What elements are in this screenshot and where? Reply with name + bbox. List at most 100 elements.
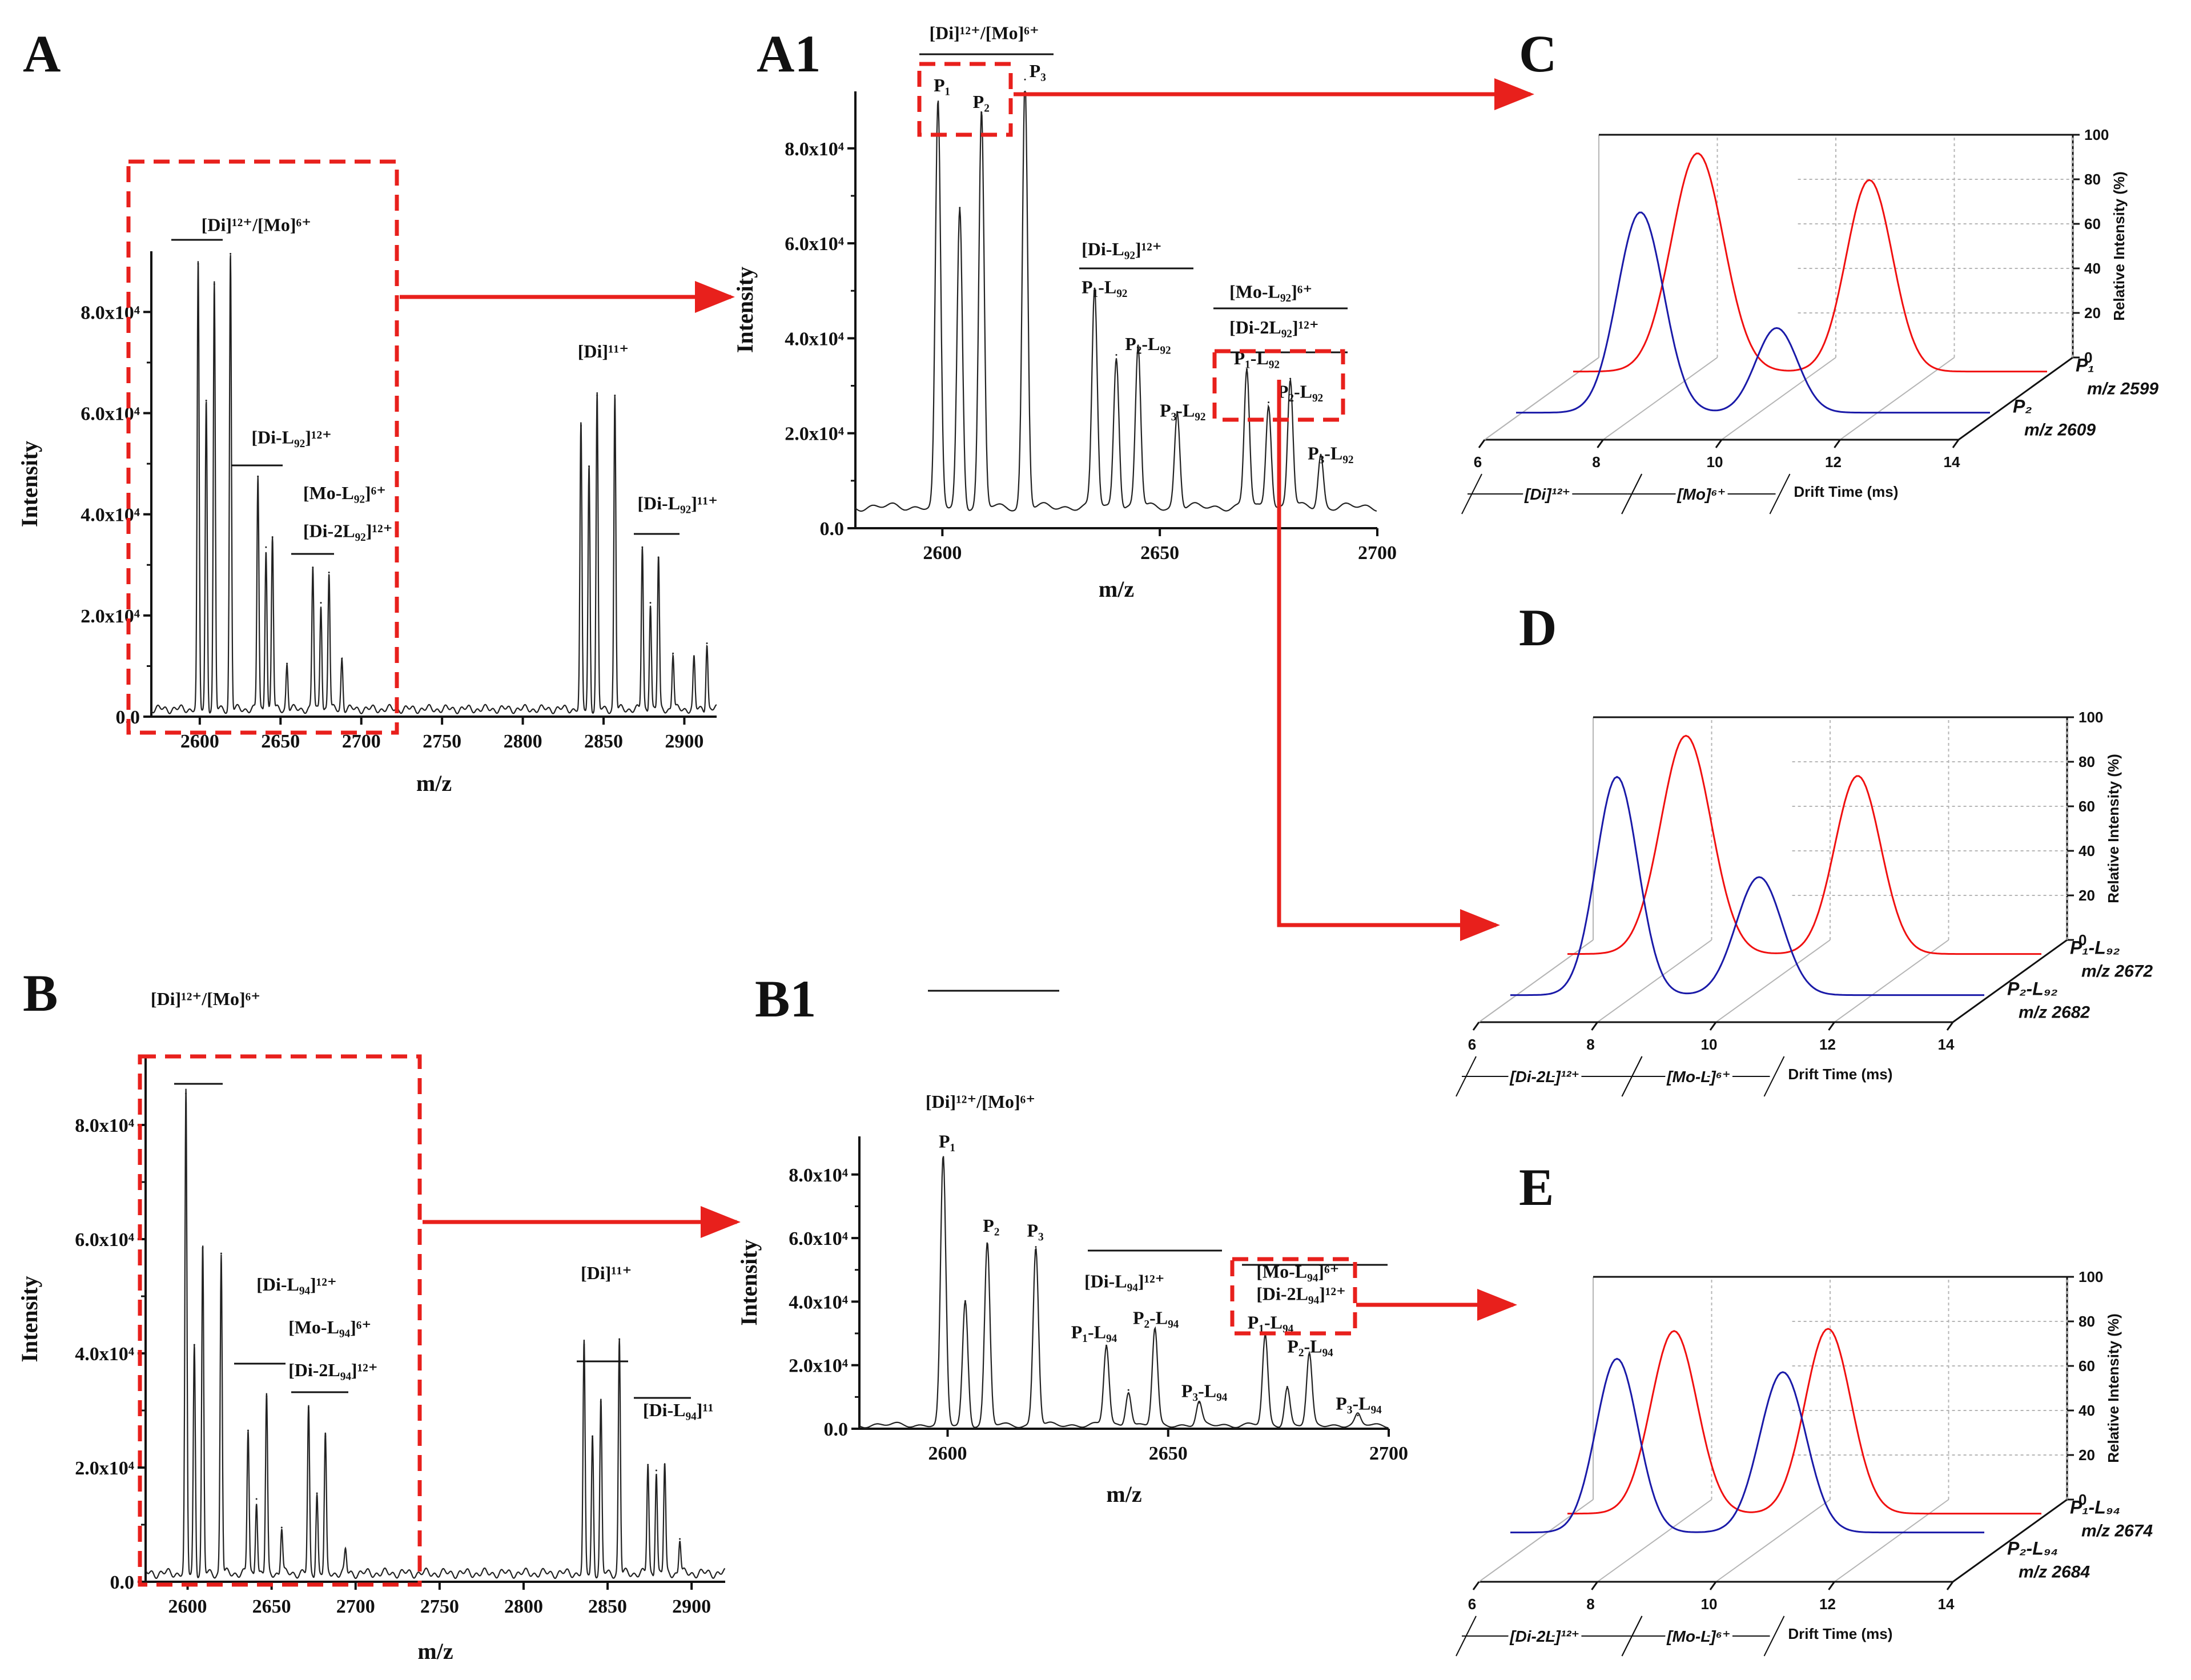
floor-grid-line: [1597, 1499, 1712, 1582]
peak-marker: [592, 1435, 594, 1437]
peak-annotation: P₃-L₉₂: [1308, 443, 1353, 463]
y-tick-label: 6.0x10⁴: [789, 1228, 848, 1249]
peak-annotation: P₃: [1027, 1220, 1044, 1240]
z-tick-label: 0: [2084, 349, 2092, 366]
peak-marker: [1094, 287, 1096, 290]
peak-marker: [213, 283, 215, 286]
peak-marker: [1308, 1354, 1310, 1356]
peak-marker: [1127, 1389, 1129, 1391]
peak-marker: [641, 546, 644, 548]
peak-annotation: [Di-L₉₂]¹¹⁺: [637, 493, 718, 513]
z-tick-label: 40: [2079, 1402, 2095, 1419]
x-tick-label: 8: [1592, 453, 1600, 471]
x-tick-label: 10: [1701, 1036, 1718, 1053]
peak-marker: [655, 1469, 657, 1472]
peak-annotation: [Di-2L₉₂]¹²⁺: [303, 521, 393, 541]
x-tick-label: 8: [1586, 1036, 1594, 1053]
x-tick: [1828, 1022, 1835, 1031]
highlight-box-a1-p1p2: [917, 62, 1013, 137]
y-tick-label: 4.0x10⁴: [785, 328, 844, 349]
x-axis-title: Drift Time (ms): [1794, 483, 1898, 500]
y-tick-label: 4.0x10⁴: [81, 505, 140, 526]
peak-annotation: [Mo-L₉₂]⁶⁺: [1229, 282, 1312, 302]
peak-annotation: [Mo-L₉₂]⁶⁺: [303, 483, 386, 503]
arrow-a1-to-d: [1277, 380, 1500, 941]
region-divider: [1621, 1615, 1643, 1657]
z-tick-label: 20: [2079, 887, 2095, 904]
peak-marker: [312, 566, 314, 569]
highlight-box-b: [138, 1054, 422, 1587]
series-mz: m/z 2672: [2081, 962, 2153, 980]
y-tick-label: 2.0x10⁴: [789, 1356, 848, 1377]
y-tick-label: 6.0x10⁴: [785, 234, 844, 255]
peak-annotation: P₁: [939, 1131, 955, 1151]
x-tick-label: 8: [1586, 1595, 1594, 1613]
peak-marker: [1320, 453, 1322, 456]
z-tick-label: 20: [2084, 304, 2101, 321]
region-divider: [1461, 473, 1482, 515]
peak-marker: [255, 1498, 258, 1500]
z-tick-label: 40: [2079, 842, 2095, 859]
peak-annotation: [Di-2L₉₂]¹²⁺: [1229, 317, 1319, 337]
z-tick-label: 80: [2079, 1313, 2095, 1330]
floor-grid-line: [1839, 357, 1955, 440]
x-tick-label: 2600: [928, 1443, 967, 1464]
floor-grid-line: [1715, 939, 1831, 1023]
peak-annotation: P₂-L₉₂: [1277, 381, 1323, 401]
x-tick: [1828, 1581, 1835, 1590]
x-tick-label: 14: [1938, 1595, 1955, 1613]
peak-annotation: P₂: [973, 91, 990, 112]
y-axis-title: Intensity: [17, 1276, 42, 1362]
spectrum-trace: [855, 90, 1377, 512]
y-axis-title: Intensity: [736, 1239, 762, 1325]
x-tick-label: 12: [1819, 1036, 1836, 1053]
peak-annotation: [Di]¹¹⁺: [581, 1263, 632, 1283]
z-tick-label: 100: [2079, 709, 2103, 726]
peak-marker: [1268, 401, 1270, 404]
x-tick-label: 2800: [504, 1596, 543, 1617]
x-tick-label: 2900: [665, 731, 703, 752]
peak-marker: [1246, 368, 1248, 370]
x-axis-title: m/z: [417, 1638, 453, 1664]
y-tick-label: 0.0: [820, 519, 845, 540]
y-tick-label: 8.0x10⁴: [75, 1115, 134, 1136]
x-tick: [1597, 439, 1604, 448]
z-axis-title: Relative Intensity (%): [2105, 754, 2122, 903]
series-mz: m/z 2684: [2019, 1562, 2090, 1581]
z-tick-label: 40: [2084, 260, 2101, 277]
peak-annotation: P₂: [983, 1215, 999, 1236]
spectrum-panel-a1: A1 0.0 2.0x10⁴ 4.0x10⁴ 6.0x10⁴ 8.0x10⁴ 2600 265…: [732, 23, 1397, 602]
peak-annotation: P₃-L₉₄: [1181, 1380, 1228, 1401]
x-axis-title: Drift Time (ms): [1788, 1066, 1892, 1083]
z-axis-title: Relative Intensity (%): [2105, 1313, 2122, 1463]
x-tick-label: 6: [1474, 453, 1482, 471]
peak-annotation: [Di-L₉₂]¹²⁺: [251, 427, 332, 448]
drift-panel-c: C 0 20 40 60 80 100 Relative Intensity (%) 6 8 10 1…: [1461, 25, 2158, 515]
x-tick-label: 2750: [420, 1596, 459, 1617]
x-tick-label: 2650: [1149, 1443, 1188, 1464]
x-tick-label: 6: [1468, 1036, 1476, 1053]
peak-marker: [672, 652, 674, 654]
peak-marker: [1024, 78, 1026, 81]
peak-marker: [706, 642, 708, 645]
x-tick-label: 10: [1701, 1595, 1718, 1613]
x-tick: [1834, 439, 1841, 448]
spectrum-trace: [151, 255, 717, 714]
peak-marker: [614, 394, 616, 396]
panel-letter: B: [23, 964, 58, 1022]
peak-marker: [205, 399, 207, 401]
peak-annotation: [Di-2L₉₄]¹²⁺: [288, 1360, 378, 1380]
floor-grid-line: [1834, 939, 1949, 1023]
region-label: [Di]¹²⁺: [1524, 485, 1570, 503]
peak-marker: [647, 1464, 649, 1466]
x-tick-label: 2900: [672, 1596, 711, 1617]
series-name: P₂: [2013, 396, 2032, 416]
x-tick: [1709, 1581, 1717, 1590]
peak-annotation: [Di]¹²⁺/[Mo]⁶⁺: [202, 215, 311, 235]
x-tick-label: 2650: [1140, 542, 1179, 564]
y-axis-title: Intensity: [732, 267, 758, 353]
y-axis-title: Intensity: [17, 441, 42, 527]
peak-marker: [185, 1092, 187, 1095]
series-name: P₁-L₉₂: [2070, 937, 2120, 958]
